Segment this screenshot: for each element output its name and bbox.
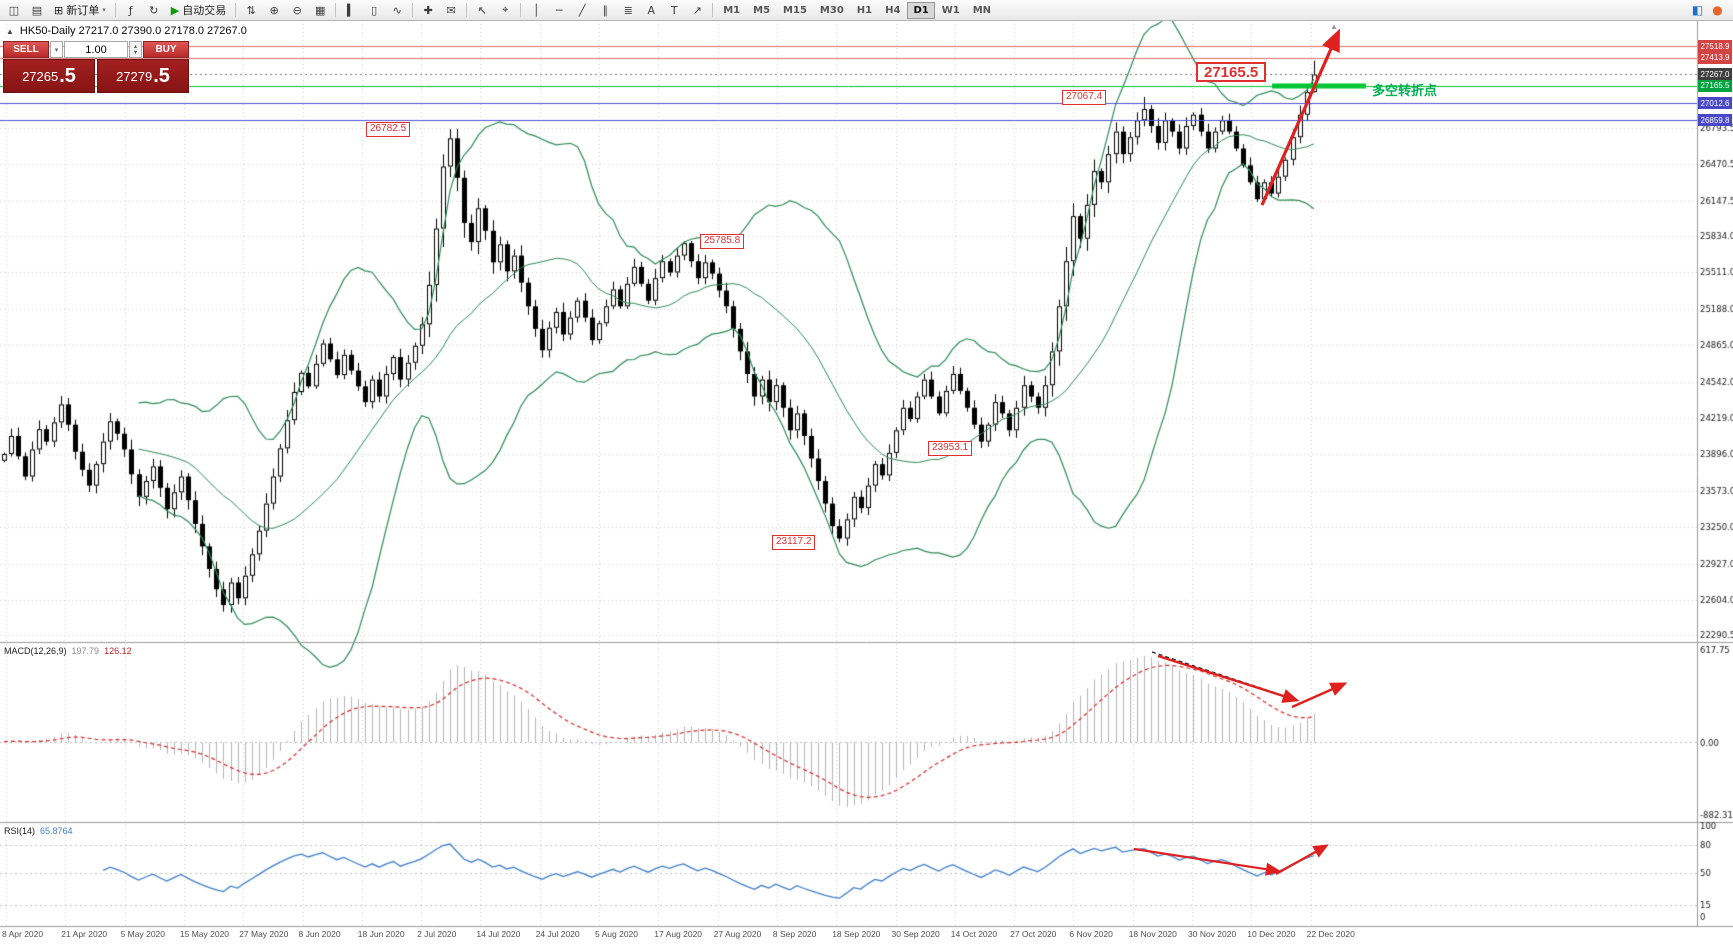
new-chart-icon[interactable]: ◫ [8, 3, 20, 17]
chart-shift-marker[interactable]: ▲ [1330, 22, 1338, 31]
symbol-ohlc-text: HK50-Daily 27217.0 27390.0 27178.0 27267… [19, 25, 247, 37]
toolbar-separator [114, 3, 116, 17]
rsi-label: RSI(14) 65.8764 [4, 826, 73, 836]
macd-label: MACD(12,26,9) 197.79 126.12 [4, 646, 132, 656]
toolbar-items: ◫ ▤ ⊞ 新订单 ▾ ƒ ↻ ▶ 自动交易 ⇅ ⊕ ⊖ ▦ ▍ ▯ ∿ ✚ ✉ ↖ ⌖ │ ─ ╱ ∥ ≣ A T ↗ M1 M5 M15… [3, 1, 997, 20]
crosshair-icon[interactable]: ⌖ [502, 3, 509, 16]
lot-spinner[interactable]: ▴ ▾ [129, 41, 142, 58]
grid-icon[interactable]: ▦ [315, 3, 326, 17]
symbol-header: ▲ HK50-Daily 27217.0 27390.0 27178.0 272… [6, 25, 247, 37]
timeframe-mn[interactable]: MN [972, 4, 992, 16]
timeframe-m15[interactable]: M15 [783, 4, 807, 16]
key-price-label[interactable]: 27165.5 [1196, 61, 1267, 82]
depth-of-market-icon[interactable]: ⇅ [246, 3, 256, 17]
timeframe-m30[interactable]: M30 [819, 4, 844, 16]
one-click-expander-icon[interactable]: ▲ [6, 26, 14, 36]
sell-price-box[interactable]: 27265 .5 [3, 59, 95, 93]
horizontal-line-icon[interactable]: ─ [555, 3, 563, 17]
add-indicator-icon[interactable]: ✚ [423, 3, 433, 17]
timeframe-h4[interactable]: H4 [885, 4, 901, 16]
timeframe-m1[interactable]: M1 [723, 4, 741, 16]
vertical-line-icon[interactable]: │ [532, 3, 540, 17]
lot-size-input[interactable]: 1.00 [64, 41, 128, 58]
alerts-icon[interactable]: ● [1712, 3, 1723, 17]
fibonacci-icon[interactable]: ≣ [623, 3, 633, 17]
timeframe-m5[interactable]: M5 [753, 4, 771, 16]
buy-button[interactable]: BUY [143, 41, 189, 58]
spinner-up-icon[interactable]: ▴ [133, 43, 137, 50]
timeframe-h1[interactable]: H1 [856, 4, 873, 16]
trendline-icon[interactable]: ╱ [578, 3, 586, 17]
timeframe-w1[interactable]: W1 [941, 4, 960, 16]
refresh-icon[interactable]: ↻ [149, 3, 159, 17]
buy-price-frac: .5 [153, 64, 170, 87]
timeframe-d1[interactable]: D1 [907, 1, 935, 19]
buy-price-main: 27279 [116, 68, 153, 84]
arrows-tool-icon[interactable]: ↗ [692, 3, 702, 17]
sell-price-main: 27265 [22, 68, 59, 84]
cursor-icon[interactable]: ↖ [477, 3, 487, 17]
text-label-icon[interactable]: T [670, 3, 678, 17]
line-chart-icon[interactable]: ∿ [392, 3, 402, 17]
zoom-in-icon[interactable]: ⊕ [269, 3, 279, 17]
toolbar-separator [412, 3, 414, 17]
indicators-icon[interactable]: ƒ [128, 3, 133, 17]
auto-trading-button[interactable]: ▶ 自动交易 [170, 3, 227, 18]
toolbar-separator [466, 3, 468, 17]
buy-price-box[interactable]: 27279 .5 [97, 59, 189, 93]
toolbar-separator [335, 3, 337, 17]
one-click-trade-panel: SELL ▾ 1.00 ▴ ▾ BUY 27265 .5 27279 .5 [3, 41, 189, 93]
text-icon[interactable]: A [647, 3, 655, 17]
rsi-name: RSI(14) [4, 826, 36, 836]
macd-value-main: 197.79 [71, 646, 100, 656]
toolbar: ◫ ▤ ⊞ 新订单 ▾ ƒ ↻ ▶ 自动交易 ⇅ ⊕ ⊖ ▦ ▍ ▯ ∿ ✚ ✉ ↖ ⌖ │ ─ ╱ ∥ ≣ A T ↗ M1 M5 M15… [0, 0, 1733, 21]
sell-price-frac: .5 [59, 64, 76, 87]
sell-button[interactable]: SELL [3, 41, 49, 58]
zoom-out-icon[interactable]: ⊖ [292, 3, 302, 17]
bars-chart-icon[interactable]: ▍ [346, 3, 356, 17]
profiles-icon[interactable]: ▤ [31, 3, 43, 17]
macd-name: MACD(12,26,9) [4, 646, 67, 656]
new-order-button[interactable]: ⊞ 新订单 ▾ [54, 3, 106, 18]
macd-value-signal: 126.12 [104, 646, 132, 656]
channel-icon[interactable]: ∥ [602, 3, 608, 17]
toolbar-separator [520, 3, 522, 17]
spinner-down-icon[interactable]: ▾ [133, 49, 137, 56]
rsi-value: 65.8764 [40, 826, 73, 836]
mail-icon[interactable]: ✉ [446, 3, 456, 17]
toolbar-separator [712, 3, 714, 17]
turning-point-note[interactable]: 多空转折点 [1372, 83, 1438, 99]
toolbar-separator [235, 3, 237, 17]
candles-chart-icon[interactable]: ▯ [371, 3, 378, 17]
toolbar-right: ◧ ● [1690, 3, 1730, 18]
sell-dropdown-icon[interactable]: ▾ [50, 41, 63, 58]
community-icon[interactable]: ◧ [1691, 3, 1704, 17]
